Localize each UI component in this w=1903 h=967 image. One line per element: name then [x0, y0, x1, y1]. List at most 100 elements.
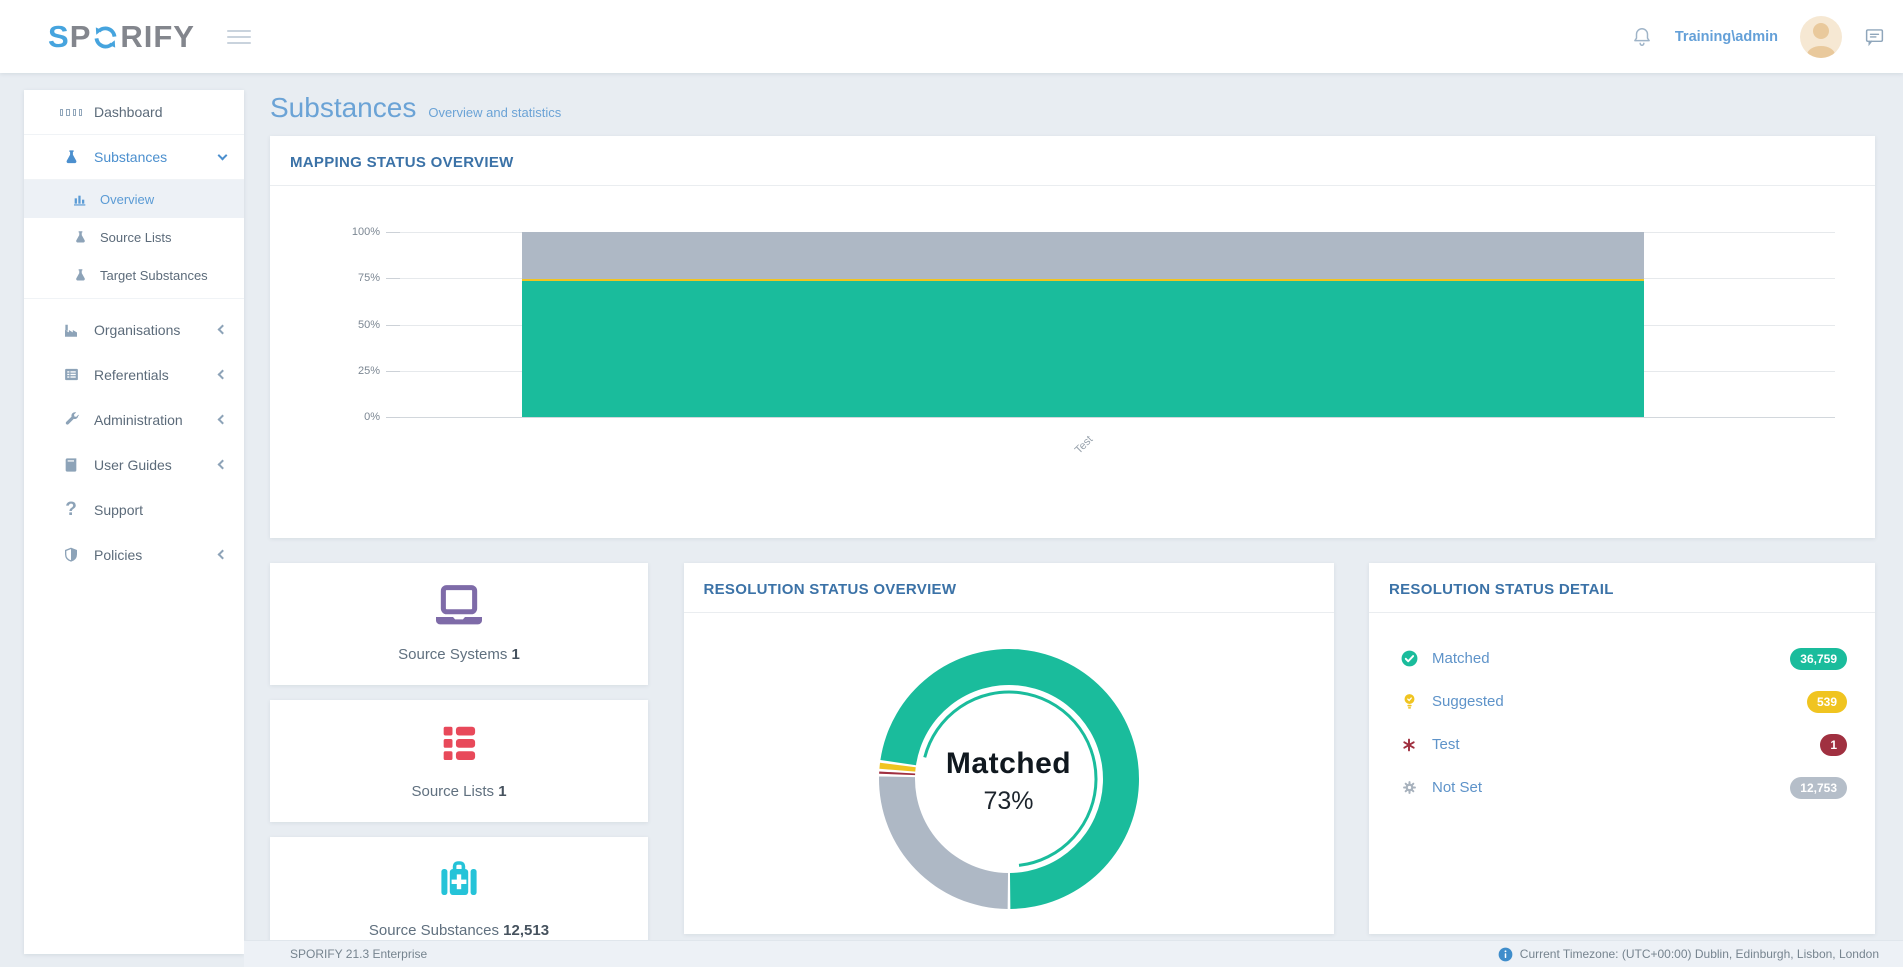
- avatar[interactable]: [1800, 15, 1842, 58]
- y-axis-tick-label: 0%: [364, 411, 380, 423]
- footer-timezone-text: Current Timezone: (UTC+00:00) Dublin, Ed…: [1519, 947, 1879, 961]
- source-substances-card[interactable]: Source Substances 12,513: [270, 837, 648, 959]
- sidebar-item-dashboard[interactable]: Dashboard: [24, 90, 244, 135]
- info-icon: [1498, 947, 1513, 961]
- donut-chart-wrap: Matched 73%: [869, 639, 1149, 924]
- detail-row-test: Test 1: [1399, 723, 1847, 766]
- notifications-bell-icon[interactable]: [1631, 26, 1653, 48]
- mapping-status-card: MAPPING STATUS OVERVIEW 100% 75% 50% 25% 0% T…: [270, 136, 1875, 538]
- stat-label: Source Lists 1: [411, 783, 507, 800]
- y-axis-tick-mark: [386, 370, 400, 372]
- detail-row-matched: Matched 36,759: [1399, 637, 1847, 680]
- y-axis-tick-label: 50%: [357, 318, 380, 331]
- page-title: Substances: [270, 92, 417, 123]
- gridline: 0%: [364, 411, 1835, 423]
- sidebar-nav: Dashboard Substances Overview Source Lis…: [24, 90, 244, 954]
- y-axis-tick-label: 25%: [357, 364, 380, 377]
- chevron-left-icon: [217, 459, 228, 470]
- laptop-icon: [436, 585, 482, 625]
- sidebar-item-substances[interactable]: Substances: [24, 135, 244, 180]
- bar-segment-not-set[interactable]: [521, 232, 1645, 280]
- sidebar-item-administration[interactable]: Administration: [24, 397, 244, 442]
- sidebar-item-user-guides[interactable]: User Guides: [24, 442, 244, 487]
- page-header: Substances Overview and statistics: [270, 90, 1875, 136]
- flask-icon: [70, 268, 90, 283]
- sidebar-item-label: Overview: [100, 191, 155, 207]
- sidebar-item-label: Referentials: [94, 366, 169, 383]
- y-axis-tick-label: 75%: [357, 272, 380, 285]
- sidebar-item-organisations[interactable]: Organisations: [24, 307, 244, 352]
- dashboard-grid-icon: [60, 108, 82, 116]
- gear-icon: [1399, 779, 1419, 796]
- sidebar-item-policies[interactable]: Policies: [24, 532, 244, 577]
- stats-column: Source Systems 1 Source Lists 1: [270, 563, 648, 959]
- detail-label[interactable]: Matched: [1432, 650, 1490, 667]
- sidebar-item-label: User Guides: [94, 456, 172, 473]
- mapping-bar-chart-plot: 100% 75% 50% 25% 0% Test: [352, 226, 1835, 456]
- donut-selected-highlight: [922, 690, 1097, 867]
- main-content: Substances Overview and statistics MAPPI…: [270, 90, 1875, 959]
- resolution-detail-list: Matched 36,759 Suggested 539 Test 1: [1369, 613, 1875, 809]
- stat-label: Source Substances 12,513: [368, 922, 550, 939]
- book-icon: [60, 457, 82, 473]
- stat-value: 1: [511, 646, 520, 663]
- sync-icon: [94, 26, 117, 49]
- chevron-left-icon: [217, 369, 228, 380]
- hamburger-menu-icon[interactable]: [227, 26, 251, 48]
- sidebar-item-label: Support: [94, 501, 144, 518]
- question-mark-icon: ?: [65, 499, 77, 520]
- detail-label[interactable]: Test: [1432, 736, 1460, 753]
- sidebar-item-support[interactable]: ? Support: [24, 487, 244, 532]
- stat-label: Source Systems 1: [398, 646, 520, 663]
- factory-icon: [60, 321, 82, 339]
- donut-segment-test[interactable]: [878, 771, 915, 776]
- sidebar-item-label: Administration: [94, 411, 183, 428]
- source-systems-card[interactable]: Source Systems 1: [270, 563, 648, 685]
- page-subtitle: Overview and statistics: [428, 105, 562, 120]
- donut-segment-not-set[interactable]: [878, 776, 1008, 909]
- sidebar-item-label: Substances: [94, 149, 168, 165]
- flask-icon: [60, 149, 82, 166]
- resolution-status-overview-card: RESOLUTION STATUS OVERVIEW Matched 73%: [683, 563, 1334, 934]
- mapping-status-card-title: MAPPING STATUS OVERVIEW: [270, 136, 1875, 186]
- chat-icon[interactable]: [1864, 26, 1885, 47]
- substances-submenu: Overview Source Lists Target Substances: [24, 180, 244, 299]
- logo-text-prefix: SP: [48, 18, 92, 54]
- sidebar-item-overview[interactable]: Overview: [24, 180, 244, 218]
- count-badge: 36,759: [1790, 647, 1847, 670]
- sidebar-item-referentials[interactable]: Referentials: [24, 352, 244, 397]
- resolution-donut-chart[interactable]: [869, 639, 1149, 919]
- list-icon: [443, 726, 476, 761]
- sporify-logo[interactable]: SP RIFY: [48, 19, 195, 55]
- resolution-status-detail-card: RESOLUTION STATUS DETAIL Matched 36,759 …: [1369, 563, 1875, 934]
- chevron-left-icon: [217, 549, 228, 560]
- bar-chart-icon: [70, 191, 90, 207]
- sidebar-item-label: Policies: [94, 546, 143, 563]
- first-aid-kit-icon: [441, 861, 477, 895]
- resolution-detail-card-title: RESOLUTION STATUS DETAIL: [1369, 563, 1875, 613]
- list-panel-icon: [60, 366, 82, 383]
- sidebar-item-label: Dashboard: [94, 104, 163, 120]
- footer-version-text: SPORIFY 21.3 Enterprise: [290, 947, 428, 961]
- chevron-left-icon: [217, 324, 228, 335]
- asterisk-icon: [1399, 736, 1419, 754]
- stacked-bar[interactable]: [521, 232, 1645, 417]
- stat-value: 1: [498, 783, 507, 800]
- avatar-head: [1813, 22, 1829, 39]
- sidebar-item-source-lists[interactable]: Source Lists: [24, 218, 244, 256]
- y-axis-tick-mark: [386, 417, 400, 418]
- top-header: SP RIFY Training\admin: [0, 0, 1903, 73]
- flask-icon: [70, 230, 90, 245]
- y-axis-tick-mark: [386, 232, 400, 233]
- donut-segment-suggested[interactable]: [878, 762, 916, 772]
- detail-label[interactable]: Suggested: [1432, 693, 1504, 710]
- count-badge: 1: [1820, 733, 1847, 756]
- bar-segment-matched[interactable]: [521, 281, 1645, 417]
- detail-label[interactable]: Not Set: [1432, 779, 1483, 796]
- bar-segment-suggested[interactable]: [521, 279, 1645, 282]
- source-lists-card[interactable]: Source Lists 1: [270, 700, 648, 822]
- sidebar-item-target-substances[interactable]: Target Substances: [24, 256, 244, 294]
- sidebar-item-label: Target Substances: [100, 267, 208, 283]
- user-menu[interactable]: Training\admin: [1674, 28, 1778, 45]
- logo-text-suffix: RIFY: [120, 18, 195, 54]
